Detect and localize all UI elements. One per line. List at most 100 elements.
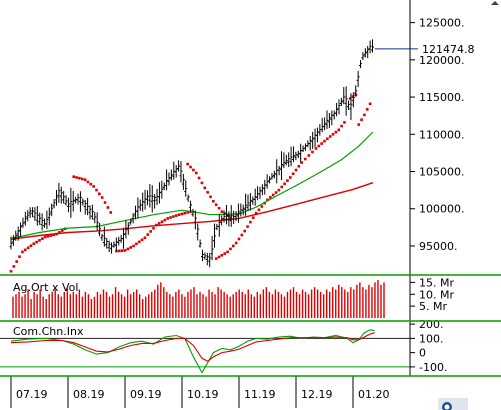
sar-dot xyxy=(209,195,212,199)
sar-dot xyxy=(137,240,141,244)
price-bars xyxy=(9,39,374,268)
sar-dot xyxy=(43,235,47,239)
sar-dot xyxy=(214,257,218,260)
time-tick-label: 12.19 xyxy=(301,388,333,401)
sar-dot xyxy=(109,211,113,214)
cci-pane-title: Com.Chn.Inx xyxy=(13,325,84,338)
time-tick-label: 08.19 xyxy=(73,388,105,401)
sar-dot xyxy=(100,196,104,199)
sar-dot xyxy=(46,234,50,238)
sar-dot xyxy=(152,226,155,230)
sar-dot xyxy=(206,191,209,194)
sar-dot xyxy=(177,213,181,216)
price-axis: 125000. 120000. 115000. 110000. 105000. 10000… xyxy=(374,17,475,253)
sar-dot xyxy=(175,214,178,217)
sar-dot xyxy=(106,206,110,209)
sar-dot xyxy=(320,142,323,145)
sar-dot xyxy=(9,269,13,273)
sar-dot xyxy=(260,205,264,208)
scroll-up-icon[interactable] xyxy=(489,0,501,6)
sar-dot xyxy=(251,216,255,219)
sar-dot xyxy=(186,162,189,166)
sar-dot xyxy=(317,144,321,148)
sar-dot xyxy=(35,240,38,244)
sar-dot xyxy=(180,212,184,216)
sar-dot xyxy=(200,181,204,185)
sar-dot xyxy=(146,233,150,236)
volume-tick-label: 10. Mr xyxy=(419,288,454,301)
sar-dot xyxy=(297,164,301,168)
sar-dot xyxy=(232,244,235,248)
price-tick-label: 95000. xyxy=(419,240,458,253)
sar-dot xyxy=(58,230,61,234)
sar-dot xyxy=(280,185,284,189)
cci-tick-label: 200. xyxy=(419,318,444,331)
chart-frame xyxy=(0,0,501,377)
sar-dot xyxy=(83,178,87,181)
sar-dot xyxy=(246,225,249,228)
sar-dot xyxy=(29,244,33,248)
price-tick-label: 110000. xyxy=(419,128,465,141)
sar-dot xyxy=(26,246,30,250)
sar-dot xyxy=(192,168,195,172)
sar-dot xyxy=(334,130,338,134)
sar-dot xyxy=(240,233,244,237)
sar-dot xyxy=(220,210,224,213)
sar-dot xyxy=(163,218,167,222)
sar-dot xyxy=(289,176,292,179)
sar-dot xyxy=(363,113,366,117)
sar-dot xyxy=(234,241,238,245)
sar-dot xyxy=(300,161,303,164)
sar-dot xyxy=(123,249,127,252)
sar-dot xyxy=(166,217,170,220)
time-axis: 07.19 08.19 09.19 10.19 11.19 12.19 01.20 xyxy=(10,376,390,408)
sar-dot xyxy=(32,242,36,246)
sar-dot xyxy=(203,186,207,190)
sar-dot xyxy=(61,229,64,232)
sar-dot xyxy=(291,172,295,176)
price-series xyxy=(9,39,374,268)
sar-dot xyxy=(212,199,215,203)
sar-dot xyxy=(49,234,53,237)
sar-dot xyxy=(12,265,16,268)
sar-dot xyxy=(226,214,229,217)
sar-dot xyxy=(314,147,318,150)
time-tick-label: 09.19 xyxy=(130,388,162,401)
sar-dot xyxy=(21,250,24,254)
sar-dot xyxy=(303,157,307,161)
sar-dot xyxy=(140,238,144,242)
sar-dot xyxy=(15,260,18,263)
sar-dot xyxy=(220,253,224,257)
sar-dot xyxy=(126,247,130,251)
time-tick-label: 10.19 xyxy=(187,388,219,401)
sar-dot xyxy=(120,249,124,252)
sar-dot xyxy=(283,182,286,186)
sar-dot xyxy=(95,188,98,192)
sar-dot xyxy=(41,237,44,240)
sar-dot xyxy=(86,180,90,184)
sar-dot xyxy=(311,150,314,154)
sar-dot xyxy=(266,198,269,202)
sar-dot xyxy=(217,255,221,259)
sar-dot xyxy=(229,216,232,219)
volume-tick-label: 15. Mr xyxy=(419,276,454,289)
price-tick-label: 125000. xyxy=(419,17,465,30)
sar-dot xyxy=(194,171,198,175)
volume-pane-title: Ag.Ort x Vol xyxy=(13,281,78,294)
sar-dot xyxy=(337,128,341,132)
sar-dot xyxy=(38,239,41,242)
sar-dot xyxy=(286,179,289,182)
cci-tick-label: 100. xyxy=(419,332,444,345)
cci-tick-label: 0 xyxy=(419,347,426,360)
sar-dot xyxy=(249,220,252,224)
sar-dot xyxy=(23,248,27,252)
sar-dot xyxy=(254,211,258,215)
sar-dot xyxy=(75,176,78,179)
sar-dot xyxy=(189,165,192,169)
sar-dot xyxy=(243,229,246,233)
price-tick-label: 100000. xyxy=(419,203,465,216)
sar-dot xyxy=(92,185,95,188)
cci-signal-line xyxy=(10,332,375,362)
sar-dot xyxy=(328,135,332,138)
